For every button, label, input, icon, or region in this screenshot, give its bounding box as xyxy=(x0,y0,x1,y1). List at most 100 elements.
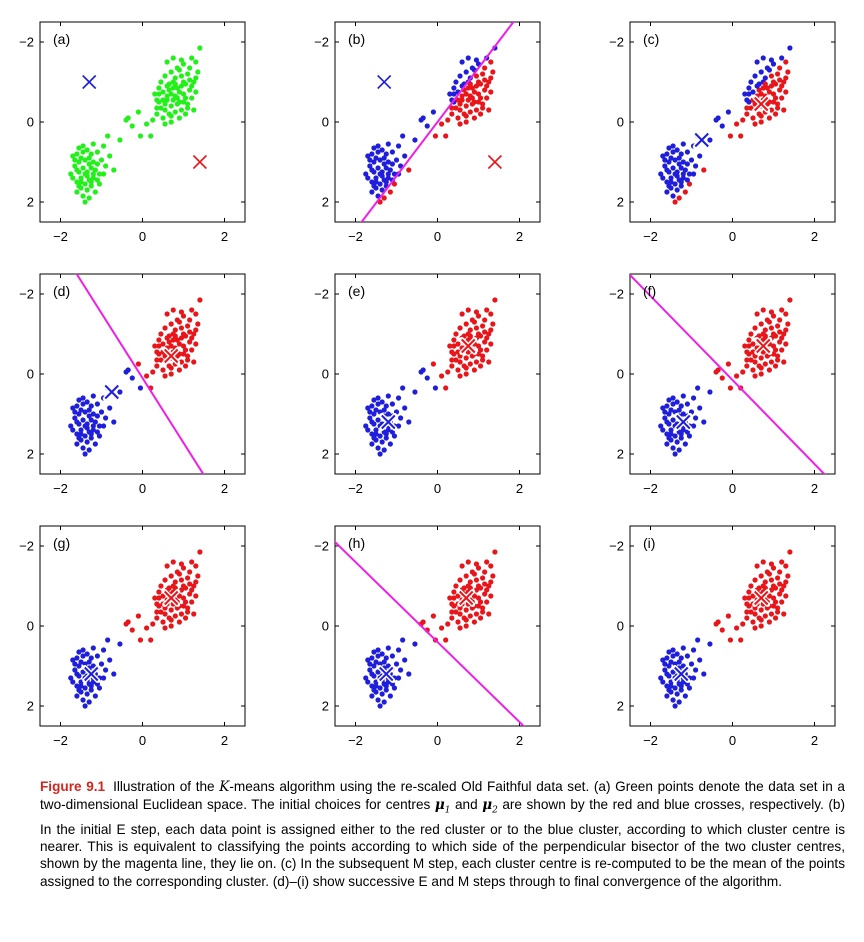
data-point xyxy=(484,95,490,101)
data-point xyxy=(690,395,697,401)
data-point xyxy=(187,87,193,93)
data-point xyxy=(385,141,391,147)
data-point xyxy=(195,321,201,327)
data-point xyxy=(674,147,680,153)
data-point xyxy=(469,101,475,107)
data-point xyxy=(371,435,377,441)
data-point xyxy=(172,75,178,81)
data-point xyxy=(668,683,674,689)
data-point xyxy=(379,147,385,153)
bisector-line xyxy=(630,274,826,474)
y-tick-label: −2 xyxy=(19,539,34,554)
data-point xyxy=(152,91,158,97)
data-point xyxy=(96,181,103,187)
data-point xyxy=(166,339,172,345)
data-point xyxy=(385,427,391,433)
data-point xyxy=(715,367,721,373)
x-tick-label: 2 xyxy=(811,733,818,748)
data-point xyxy=(170,97,176,103)
data-point xyxy=(395,395,402,401)
data-point xyxy=(154,615,160,621)
data-point xyxy=(719,375,725,381)
red-centre-cross xyxy=(459,337,478,355)
y-tick-label: −2 xyxy=(609,35,624,50)
data-point xyxy=(180,595,187,601)
data-point xyxy=(172,81,178,87)
data-point xyxy=(451,85,457,91)
data-point xyxy=(486,359,492,365)
data-point xyxy=(779,599,785,605)
data-point xyxy=(707,137,713,143)
data-point xyxy=(455,593,461,599)
y-tick-label: −2 xyxy=(314,35,329,50)
data-point xyxy=(783,563,789,569)
data-point xyxy=(168,365,174,371)
data-point xyxy=(103,415,109,421)
data-point xyxy=(377,685,383,691)
data-point xyxy=(662,415,668,421)
data-point xyxy=(174,337,180,343)
data-point xyxy=(156,91,162,97)
data-point xyxy=(74,441,80,447)
data-point xyxy=(78,427,84,433)
data-point xyxy=(383,655,389,661)
data-point xyxy=(746,595,752,601)
data-point xyxy=(375,647,381,653)
data-point xyxy=(459,59,465,65)
data-point xyxy=(176,619,182,625)
data-point xyxy=(82,409,88,415)
data-point xyxy=(369,683,375,689)
data-point xyxy=(176,367,182,373)
data-point xyxy=(453,331,459,337)
data-point xyxy=(482,87,488,93)
data-point xyxy=(772,111,779,117)
data-point xyxy=(389,149,395,155)
data-point xyxy=(385,175,391,181)
data-point xyxy=(154,357,160,363)
data-point xyxy=(682,167,688,173)
data-point xyxy=(766,367,773,373)
y-tick-label: 0 xyxy=(27,619,34,634)
data-point xyxy=(160,97,166,103)
data-point xyxy=(484,335,490,341)
data-point xyxy=(100,143,107,149)
data-point xyxy=(100,423,107,429)
data-point xyxy=(193,311,199,317)
data-point xyxy=(744,111,750,117)
data-point xyxy=(766,115,773,121)
data-point xyxy=(455,97,461,103)
data-point xyxy=(678,655,684,661)
data-point xyxy=(727,133,734,139)
data-point xyxy=(158,331,164,337)
data-point xyxy=(449,363,455,369)
data-point xyxy=(676,659,682,665)
data-point xyxy=(400,385,406,391)
data-point xyxy=(770,79,777,85)
data-point xyxy=(690,423,697,429)
data-point xyxy=(84,651,90,657)
data-point xyxy=(738,133,744,139)
data-point xyxy=(156,595,162,601)
data-point xyxy=(92,441,98,447)
data-point xyxy=(162,611,168,617)
data-point xyxy=(760,55,766,61)
data-point xyxy=(377,703,383,709)
data-point xyxy=(144,625,150,631)
data-point xyxy=(168,607,174,613)
y-tick-label: −2 xyxy=(19,287,34,302)
data-point xyxy=(475,91,482,97)
data-point xyxy=(187,569,193,575)
data-point xyxy=(783,327,789,333)
data-point xyxy=(674,439,680,445)
y-tick-label: 2 xyxy=(617,195,624,210)
y-tick-label: 0 xyxy=(322,619,329,634)
y-tick-label: 2 xyxy=(322,699,329,714)
data-point xyxy=(74,671,80,677)
data-point xyxy=(96,685,103,691)
data-point xyxy=(76,145,82,151)
data-point xyxy=(775,357,781,363)
data-point xyxy=(754,83,760,89)
data-point xyxy=(154,105,160,111)
data-point xyxy=(162,373,168,379)
data-point xyxy=(676,161,682,167)
